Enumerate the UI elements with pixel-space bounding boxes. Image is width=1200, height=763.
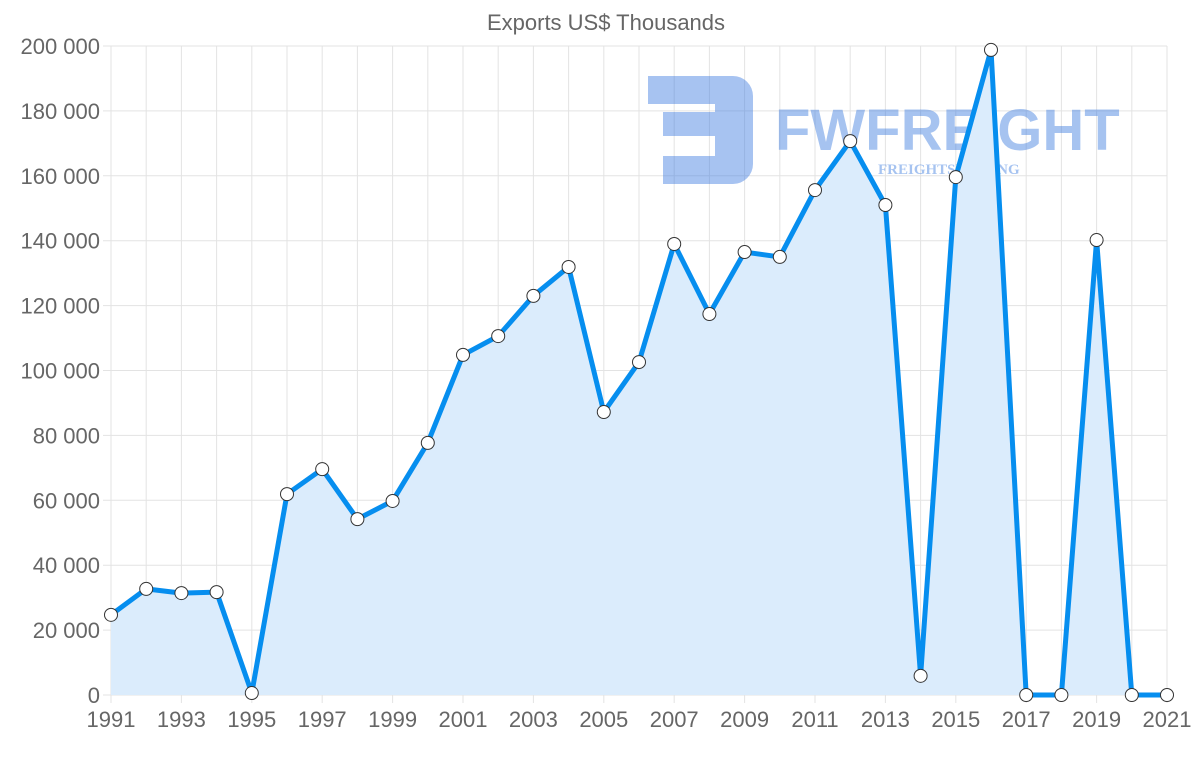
x-tick-label: 2011 bbox=[791, 707, 838, 732]
x-tick-label: 2005 bbox=[579, 707, 628, 732]
data-point bbox=[1089, 233, 1104, 248]
data-point bbox=[209, 585, 224, 600]
data-point bbox=[385, 493, 400, 508]
y-tick-label: 180 000 bbox=[20, 99, 100, 124]
x-tick-label: 2015 bbox=[931, 707, 980, 732]
y-tick-label: 100 000 bbox=[20, 359, 100, 384]
data-point bbox=[420, 435, 435, 450]
y-tick-label: 200 000 bbox=[20, 34, 100, 59]
x-tick-label: 1997 bbox=[298, 707, 347, 732]
x-tick-label: 2021 bbox=[1143, 707, 1192, 732]
data-point bbox=[772, 249, 787, 264]
data-point bbox=[913, 668, 928, 683]
data-point bbox=[280, 487, 294, 502]
data-point bbox=[104, 607, 118, 622]
data-point bbox=[984, 42, 998, 57]
y-tick-label: 60 000 bbox=[33, 488, 100, 513]
chart-title: Exports US$ Thousands bbox=[487, 10, 725, 35]
data-point bbox=[632, 355, 646, 370]
x-tick-label: 2009 bbox=[720, 707, 769, 732]
x-axis: 1991 1993 1995 1997 1999 2001 2003 2005 2007 2009… bbox=[87, 707, 1192, 732]
x-tick-label: 2003 bbox=[509, 707, 558, 732]
y-tick-label: 20 000 bbox=[33, 618, 100, 643]
series-area bbox=[111, 49, 1167, 696]
data-point bbox=[843, 134, 858, 149]
y-tick-label: 160 000 bbox=[20, 164, 100, 189]
data-point bbox=[244, 686, 259, 701]
data-point bbox=[491, 329, 506, 344]
data-point bbox=[702, 307, 717, 322]
y-tick-label: 120 000 bbox=[20, 294, 100, 319]
data-point bbox=[315, 462, 330, 477]
x-tick-label: 2007 bbox=[650, 707, 699, 732]
y-tick-label: 40 000 bbox=[33, 553, 100, 578]
data-point bbox=[667, 236, 682, 251]
x-tick-label: 2013 bbox=[861, 707, 910, 732]
y-tick-label: 80 000 bbox=[33, 423, 100, 448]
x-tick-label: 1991 bbox=[87, 707, 136, 732]
x-tick-label: 2019 bbox=[1072, 707, 1121, 732]
data-point bbox=[350, 512, 365, 527]
y-axis: 0 20 000 40 000 60 000 80 000 100 000 120 000 1… bbox=[20, 34, 100, 708]
data-point bbox=[561, 259, 576, 274]
data-point bbox=[139, 581, 154, 596]
data-point bbox=[1019, 688, 1034, 702]
data-point bbox=[878, 198, 893, 213]
data-point bbox=[737, 245, 752, 260]
data-point bbox=[1124, 688, 1139, 702]
data-point bbox=[1160, 688, 1174, 702]
x-tick-label: 1995 bbox=[227, 707, 276, 732]
data-point bbox=[1054, 688, 1069, 702]
data-point bbox=[526, 288, 541, 303]
data-point bbox=[596, 405, 611, 420]
x-tick-label: 1993 bbox=[157, 707, 206, 732]
data-point bbox=[456, 347, 470, 362]
x-tick-label: 1999 bbox=[368, 707, 417, 732]
data-point bbox=[174, 586, 189, 601]
x-tick-label: 2001 bbox=[439, 707, 488, 732]
data-point bbox=[808, 183, 822, 198]
x-tick-label: 2017 bbox=[1002, 707, 1051, 732]
watermark-brand: FWFREIGHT bbox=[775, 98, 1120, 163]
fwfreight-logo-watermark: FWFREIGHT FREIGHTSHIPPING bbox=[648, 76, 1120, 184]
series-exports bbox=[104, 42, 1174, 702]
y-tick-label: 140 000 bbox=[20, 229, 100, 254]
data-point bbox=[948, 170, 963, 185]
y-tick-label: 0 bbox=[88, 683, 100, 708]
